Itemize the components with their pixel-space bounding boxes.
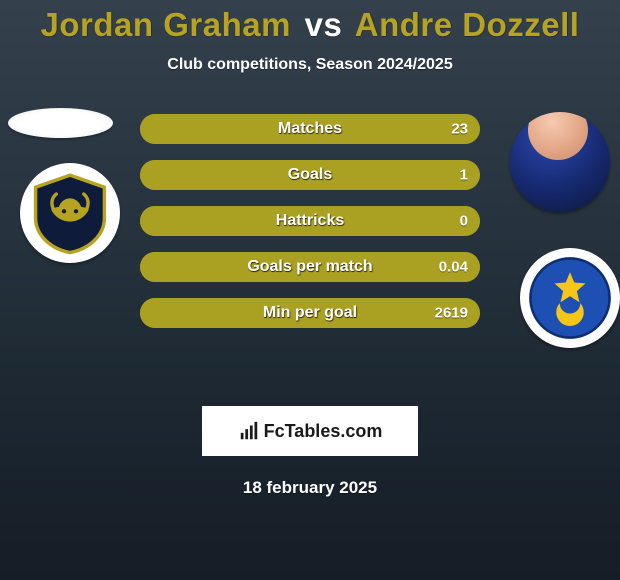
stat-value-right: 0 <box>460 213 468 230</box>
brand-text: FcTables.com <box>264 421 383 442</box>
oxford-united-icon <box>27 170 113 256</box>
bar-chart-icon <box>238 420 260 442</box>
stat-value-right: 1 <box>460 167 468 184</box>
player1-avatar <box>8 108 113 138</box>
player2-avatar <box>510 112 610 212</box>
stage: Matches 23 Goals 1 Hattricks 0 Goals per match… <box>0 108 620 388</box>
player1-name: Jordan Graham <box>41 6 291 43</box>
stat-label: Matches <box>278 120 342 138</box>
stat-value-right: 23 <box>451 121 468 138</box>
stat-row: Hattricks 0 <box>140 206 480 236</box>
stat-row: Goals per match 0.04 <box>140 252 480 282</box>
comparison-card: Jordan Graham vs Andre Dozzell Club comp… <box>0 0 620 580</box>
stat-value-right: 2619 <box>435 305 468 322</box>
stat-row: Matches 23 <box>140 114 480 144</box>
stat-label: Min per goal <box>263 304 357 322</box>
stat-label: Goals <box>288 166 332 184</box>
player2-club-crest <box>520 248 620 348</box>
stat-row: Goals 1 <box>140 160 480 190</box>
stat-bars: Matches 23 Goals 1 Hattricks 0 Goals per match… <box>140 98 480 344</box>
player1-club-crest <box>20 163 120 263</box>
stat-row: Min per goal 2619 <box>140 298 480 328</box>
stat-value-right: 0.04 <box>439 259 468 276</box>
portsmouth-icon <box>527 255 613 341</box>
brand-box: FcTables.com <box>202 406 418 456</box>
title: Jordan Graham vs Andre Dozzell <box>0 0 620 44</box>
stat-label: Hattricks <box>276 212 344 230</box>
subtitle: Club competitions, Season 2024/2025 <box>0 56 620 74</box>
stat-label: Goals per match <box>247 258 372 276</box>
player2-name: Andre Dozzell <box>355 6 580 43</box>
date-text: 18 february 2025 <box>0 478 620 498</box>
vs-text: vs <box>305 6 343 43</box>
